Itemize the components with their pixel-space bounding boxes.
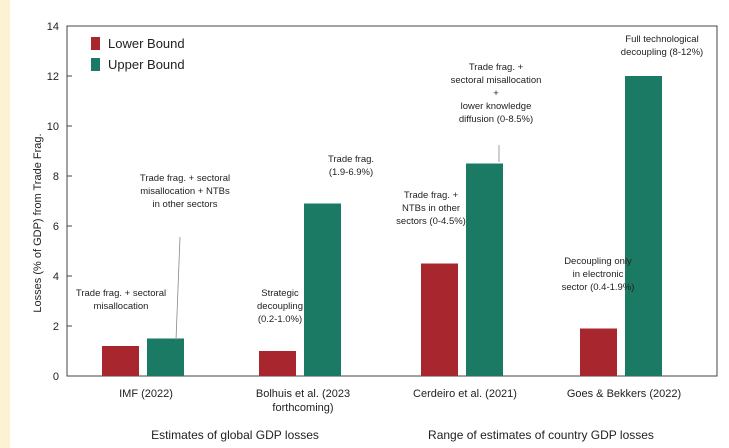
annotation-text: misallocation [94,301,149,312]
annotation-text: in other sectors [153,199,218,210]
plot-area [66,25,718,377]
group-label: Estimates of global GDP losses [151,428,319,442]
annotation-text: Full technological [625,34,698,45]
annotation-text: misallocation + NTBs [140,186,230,197]
bar-upper-bound [304,203,341,376]
bar-lower-bound [259,351,296,376]
annotation-text: decoupling [257,301,303,312]
annotation-text: Decoupling only [564,256,632,267]
annotation-text: Trade frag. [328,154,374,165]
bar-lower-bound [102,346,139,376]
annotation-text: Strategic [261,288,299,299]
annotation-text: sectoral misallocation [451,75,542,86]
bar-lower-bound [421,263,458,376]
annotation-text: (0.2-1.0%) [258,314,302,325]
legend-label: Lower Bound [108,36,185,51]
bar-upper-bound [466,163,503,376]
annotation-text: Trade frag. + sectoral [76,288,166,299]
group-label: Range of estimates of country GDP losses [428,428,654,442]
annotation-text: Trade frag. + [404,190,459,201]
category-label: Goes & Bekkers (2022) [567,388,681,400]
y-tick-label: 10 [47,121,59,133]
category-label: IMF (2022) [119,388,173,400]
y-tick-label: 14 [47,21,59,33]
annotation-text: in electronic [573,269,624,280]
annotation-text: decoupling (8-12%) [621,47,703,58]
bar-upper-bound [147,338,184,376]
bar-lower-bound [580,328,617,376]
y-tick-label: 6 [53,221,59,233]
annotation-leader-line [175,236,181,341]
annotation-text: diffusion (0-8.5%) [459,114,533,125]
category-label: Bolhuis et al. (2023 [256,388,350,400]
annotation-text: sectors (0-4.5%) [396,216,466,227]
bar-chart: 0 2 4 6 8 10 12 14 Losses (% of GDP) from Trade … [32,21,718,442]
annotation-text: NTBs in other [402,203,460,214]
annotation-text: sector (0.4-1.9%) [562,282,635,293]
y-axis-label: Losses (% of GDP) from Trade Frag. [32,133,44,312]
annotation-text: (1.9-6.9%) [329,167,373,178]
y-tick-label: 12 [47,71,59,83]
category-label: forthcoming) [272,402,333,414]
y-tick-label: 4 [53,271,59,283]
y-tick-label: 0 [53,371,59,383]
annotation-text: Trade frag. + [469,62,524,73]
category-label: Cerdeiro et al. (2021) [413,388,517,400]
bar-upper-bound [625,76,662,376]
annotation-text: Trade frag. + sectoral [140,173,230,184]
annotation-text: lower knowledge [461,101,532,112]
y-tick-label: 8 [53,171,59,183]
legend-swatch [91,37,100,50]
annotation-text: + [493,88,499,99]
y-tick-label: 2 [53,321,59,333]
legend-label: Upper Bound [108,57,185,72]
legend-swatch [91,58,100,71]
chart-frame: 0 2 4 6 8 10 12 14 Losses (% of GDP) from Trade … [10,0,729,448]
